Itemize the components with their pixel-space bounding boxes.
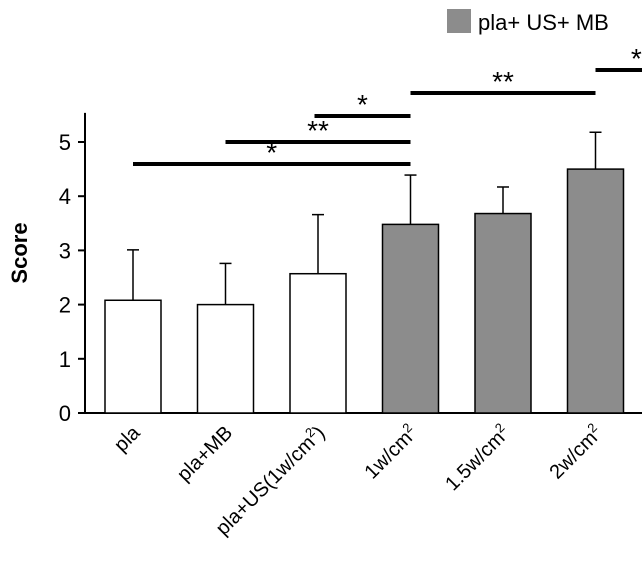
- legend-swatch: [447, 9, 471, 33]
- bar: [381, 223, 440, 414]
- bar: [289, 272, 347, 414]
- bars: [104, 131, 625, 414]
- y-tick-label: 3: [59, 238, 71, 263]
- x-tick-label: 1w/cm2​: [358, 420, 422, 484]
- x-tick-label: pla: [110, 421, 145, 456]
- y-tick-label: 5: [59, 130, 71, 155]
- y-axis-label: Score: [7, 222, 32, 283]
- y-tick-label: 4: [59, 184, 71, 209]
- bar: [104, 299, 162, 414]
- x-tick-label: pla+MB: [173, 422, 237, 486]
- legend: pla+ US+ MB: [447, 9, 609, 35]
- significance-brackets: ********: [133, 43, 642, 168]
- significance-label: **: [631, 43, 642, 74]
- y-axis: 0 1 2 3 4 5: [59, 112, 642, 426]
- y-tick-label: 2: [59, 293, 71, 318]
- bar: [566, 168, 625, 414]
- legend-label: pla+ US+ MB: [478, 10, 609, 35]
- x-tick-label: 2w/cm2​: [543, 420, 607, 484]
- x-tick-label: 1.5w/cm2​: [439, 420, 514, 495]
- significance-label: **: [307, 115, 329, 146]
- significance-label: **: [492, 66, 514, 97]
- bar: [474, 212, 532, 414]
- y-tick-label: 1: [59, 347, 71, 372]
- significance-label: *: [357, 89, 368, 120]
- bar: [196, 303, 255, 414]
- significance-label: *: [266, 137, 277, 168]
- y-tick-label: 0: [59, 401, 71, 426]
